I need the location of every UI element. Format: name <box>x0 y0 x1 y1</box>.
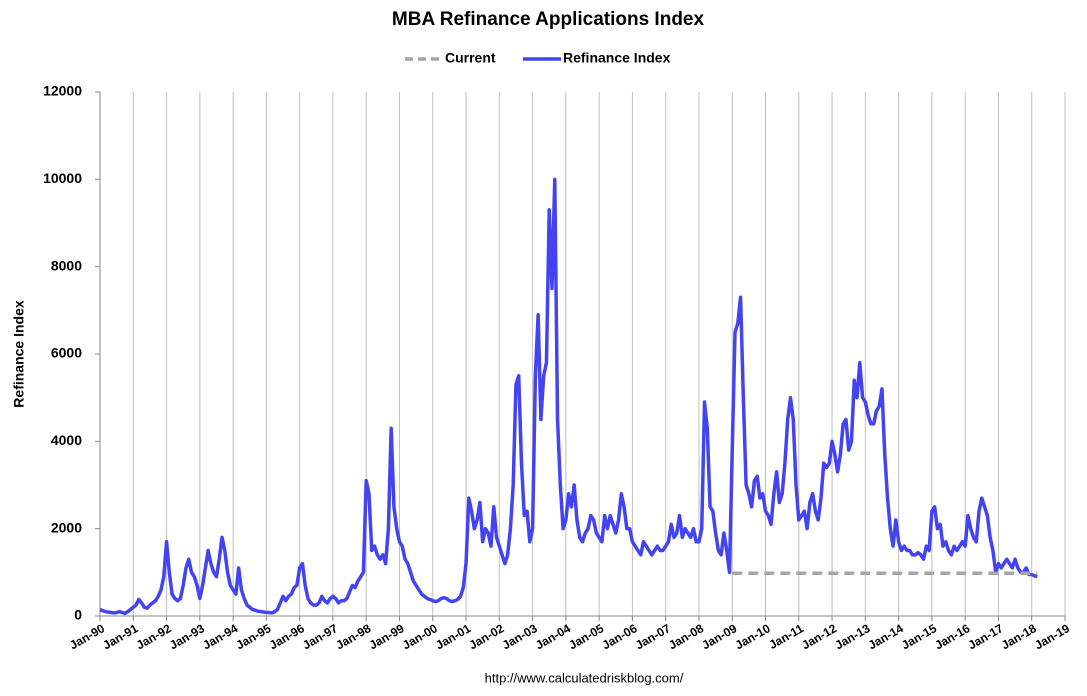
legend-label: Current <box>445 50 496 66</box>
x-tick-label: Jan-07 <box>633 621 673 652</box>
x-tick-label: Jan-00 <box>400 621 440 652</box>
y-tick-label: 2000 <box>51 519 82 535</box>
x-tick-label: Jan-11 <box>767 621 807 652</box>
x-tick-label: Jan-99 <box>367 621 407 652</box>
y-tick-label: 10000 <box>43 170 82 186</box>
y-tick-label: 6000 <box>51 345 82 361</box>
x-tick-label: Jan-15 <box>899 621 939 652</box>
x-tick-label: Jan-18 <box>999 621 1039 652</box>
x-tick-label: Jan-14 <box>866 621 906 652</box>
footer: http://www.calculatedriskblog.com/ <box>485 670 684 685</box>
x-tick-label: Jan-17 <box>966 621 1006 652</box>
x-tick-label: Jan-97 <box>300 621 340 652</box>
legend-label: Refinance Index <box>563 50 671 66</box>
x-tick-label: Jan-04 <box>533 621 573 652</box>
x-tick-label: Jan-93 <box>167 621 207 652</box>
x-tick-label: Jan-94 <box>200 621 240 652</box>
y-tick-label: 0 <box>74 607 82 623</box>
x-tick-label: Jan-91 <box>100 621 140 652</box>
x-tick-label: Jan-06 <box>600 621 640 652</box>
y-tick-label: 12000 <box>43 83 82 99</box>
x-tick-label: Jan-05 <box>566 621 606 652</box>
y-axis-label: Refinance Index <box>11 300 27 408</box>
x-tick-label: Jan-96 <box>267 621 307 652</box>
x-tick-label: Jan-98 <box>333 621 373 652</box>
x-tick-label: Jan-03 <box>500 621 540 652</box>
x-tick-label: Jan-02 <box>466 621 506 652</box>
x-tick-label: Jan-90 <box>67 621 107 652</box>
x-tick-label: Jan-08 <box>666 621 706 652</box>
x-tick-label: Jan-09 <box>699 621 739 652</box>
x-tick-label: Jan-19 <box>1032 621 1072 652</box>
x-tick-label: Jan-95 <box>234 621 274 652</box>
y-tick-label: 4000 <box>51 432 82 448</box>
chart-title: MBA Refinance Applications Index <box>392 9 705 30</box>
x-tick-label: Jan-12 <box>799 621 839 652</box>
x-tick-label: Jan-10 <box>733 621 773 652</box>
x-tick-label: Jan-16 <box>932 621 972 652</box>
x-tick-label: Jan-13 <box>832 621 872 652</box>
x-tick-label: Jan-01 <box>433 621 473 652</box>
series-line <box>99 177 1038 616</box>
x-tick-label: Jan-92 <box>134 621 174 652</box>
y-tick-label: 8000 <box>51 257 82 273</box>
